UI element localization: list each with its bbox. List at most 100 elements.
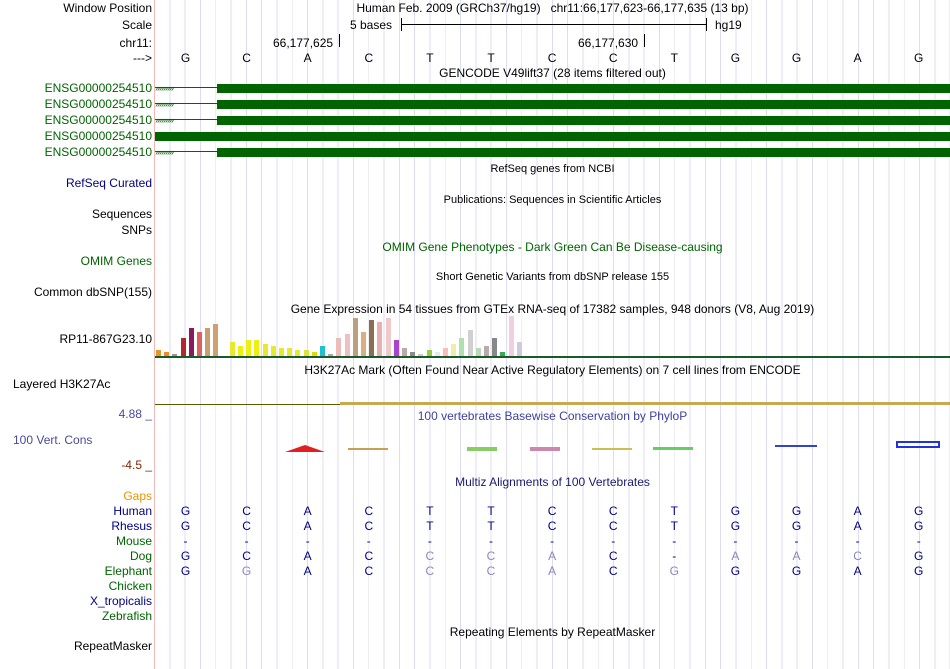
gtex-tissue-bar[interactable] <box>246 340 252 356</box>
gtex-tissue-bar[interactable] <box>443 348 448 356</box>
gtex-tissue-bar[interactable] <box>377 322 383 356</box>
gencode-title[interactable]: GENCODE V49lift37 (28 items filtered out… <box>439 66 666 80</box>
gtex-tissue-bar[interactable] <box>344 334 350 356</box>
gtex-tissue-bar[interactable] <box>238 346 243 356</box>
gtex-tissue-bar[interactable] <box>164 352 170 356</box>
alignment-base: T <box>487 519 495 533</box>
gencode-gene-feature[interactable]: ››››››››› <box>155 81 950 95</box>
alignment-base: G <box>730 564 741 578</box>
base-letter: G <box>791 51 802 65</box>
alignment-base: G <box>914 504 924 518</box>
cons-title[interactable]: 100 vertebrates Basewise Conservation by… <box>417 409 688 423</box>
alignment-base: G <box>180 564 191 578</box>
cons-label[interactable]: 100 Vert. Cons <box>13 433 93 447</box>
gtex-tissue-bar[interactable] <box>402 348 407 356</box>
species-label[interactable]: Zebrafish <box>101 609 152 623</box>
gtex-tissue-bar[interactable] <box>262 344 268 356</box>
gencode-gene-label[interactable]: ENSG00000254510 <box>44 97 152 111</box>
gtex-tissue-bar[interactable] <box>451 344 457 356</box>
gencode-gene-label[interactable]: ENSG00000254510 <box>44 81 152 95</box>
rmsk-title[interactable]: Repeating Elements by RepeatMasker <box>449 625 656 639</box>
gtex-tissue-bar[interactable] <box>213 324 219 356</box>
alignment-base: - <box>733 534 738 548</box>
window-position-value: Human Feb. 2009 (GRCh37/hg19) chr11:66,1… <box>356 1 749 15</box>
alignment-base: T <box>487 504 495 518</box>
gtex-tissue-bar[interactable] <box>188 328 194 356</box>
gtex-tissue-bar[interactable] <box>410 352 416 356</box>
gtex-tissue-bar[interactable] <box>311 352 317 356</box>
sequences-label[interactable]: Sequences <box>91 207 152 221</box>
base-letter: A <box>303 51 312 65</box>
gtex-tissue-bar[interactable] <box>352 318 358 356</box>
gtex-tissue-bar[interactable] <box>467 330 473 356</box>
dbsnp-label[interactable]: Common dbSNP(155) <box>33 285 152 299</box>
base-letter: G <box>914 51 924 65</box>
gtex-tissue-bar[interactable] <box>229 342 235 356</box>
refseq-label[interactable]: RefSeq Curated <box>65 176 152 190</box>
gencode-gene-feature[interactable]: ››››››››› <box>155 113 950 127</box>
gtex-tissue-bar[interactable] <box>287 348 293 356</box>
gencode-gene-label[interactable]: ENSG00000254510 <box>44 145 152 159</box>
gaps-label[interactable]: Gaps <box>123 489 152 503</box>
strand-arrows-icon: ››››››››› <box>155 147 174 157</box>
gencode-gene-label[interactable]: ENSG00000254510 <box>44 129 152 143</box>
gtex-tissue-bar[interactable] <box>279 348 284 356</box>
h3k27ac-label[interactable]: Layered H3K27Ac <box>13 377 111 391</box>
gtex-tissue-bar[interactable] <box>295 350 301 356</box>
pubs-title[interactable]: Publications: Sequences in Scientific Ar… <box>443 194 662 206</box>
species-label[interactable]: Elephant <box>104 564 152 578</box>
gtex-tissue-bar[interactable] <box>320 346 325 356</box>
gencode-gene-feature[interactable]: ››››››››› <box>155 97 950 111</box>
species-label[interactable]: Mouse <box>115 534 152 548</box>
species-label[interactable]: Dog <box>129 549 152 563</box>
gtex-title[interactable]: Gene Expression in 54 tissues from GTEx … <box>290 302 815 316</box>
rmsk-label[interactable]: RepeatMasker <box>73 639 152 653</box>
gtex-tissue-bar[interactable] <box>492 338 498 356</box>
alignment-base: C <box>486 549 496 563</box>
gtex-tissue-bar[interactable] <box>508 316 514 356</box>
gtex-tissue-bar[interactable] <box>328 354 334 356</box>
base-letter: T <box>670 51 678 65</box>
gtex-tissue-bar[interactable] <box>336 338 342 356</box>
species-label[interactable]: X_tropicalis <box>89 594 152 608</box>
multiz-title[interactable]: Multiz Alignments of 100 Vertebrates <box>455 475 650 489</box>
gtex-tissue-bar[interactable] <box>475 348 481 356</box>
alignment-base: A <box>548 564 557 578</box>
species-label[interactable]: Chicken <box>108 579 152 593</box>
cons-max-label: 4.88 _ <box>118 407 152 421</box>
gtex-tissue-bar[interactable] <box>434 352 440 356</box>
gtex-tissue-bar[interactable] <box>459 338 465 356</box>
gtex-tissue-bar[interactable] <box>156 350 161 356</box>
species-label[interactable]: Rhesus <box>111 519 152 533</box>
base-letter: C <box>547 51 557 65</box>
gtex-tissue-bar[interactable] <box>484 346 489 356</box>
gtex-tissue-bar[interactable] <box>180 338 186 356</box>
gtex-tissue-bar[interactable] <box>205 328 211 356</box>
snps-label[interactable]: SNPs <box>121 223 152 237</box>
gtex-tissue-bar[interactable] <box>418 354 424 356</box>
gtex-tissue-bar[interactable] <box>516 342 522 356</box>
gtex-tissue-bar[interactable] <box>303 350 309 356</box>
alignment-base: - <box>427 534 432 548</box>
gtex-tissue-bar[interactable] <box>254 340 260 356</box>
gtex-tissue-bar[interactable] <box>426 350 432 356</box>
omim-title[interactable]: OMIM Gene Phenotypes - Dark Green Can Be… <box>382 240 723 254</box>
gencode-gene-label[interactable]: ENSG00000254510 <box>44 113 152 127</box>
gencode-gene-feature[interactable] <box>155 129 950 143</box>
dbsnp-title[interactable]: Short Genetic Variants from dbSNP releas… <box>435 271 670 283</box>
gtex-tissue-bar[interactable] <box>172 354 178 356</box>
gtex-tissue-bar[interactable] <box>369 320 375 356</box>
refseq-title[interactable]: RefSeq genes from NCBI <box>490 163 615 175</box>
gtex-tissue-bar[interactable] <box>393 340 399 356</box>
gtex-tissue-bar[interactable] <box>270 346 276 356</box>
omim-label[interactable]: OMIM Genes <box>80 254 152 268</box>
gtex-tissue-bar[interactable] <box>500 352 506 356</box>
gtex-gene-label[interactable]: RP11-867G23.10 <box>59 332 152 346</box>
h3k27ac-title[interactable]: H3K27Ac Mark (Often Found Near Active Re… <box>304 363 801 377</box>
gtex-tissue-bar[interactable] <box>197 332 202 356</box>
species-label[interactable]: Human <box>113 504 152 518</box>
alignment-base: - <box>672 534 677 548</box>
gtex-tissue-bar[interactable] <box>361 332 366 356</box>
gtex-tissue-bar[interactable] <box>385 318 391 356</box>
gencode-gene-feature[interactable]: ››››››››› <box>155 145 950 159</box>
